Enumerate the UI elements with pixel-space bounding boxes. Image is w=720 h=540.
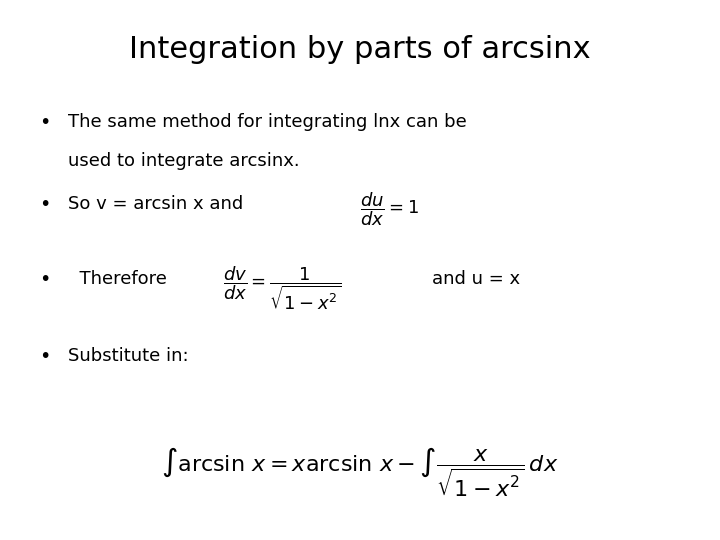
Text: •: • — [40, 195, 51, 214]
Text: •: • — [40, 113, 51, 132]
Text: used to integrate arcsinx.: used to integrate arcsinx. — [68, 152, 300, 170]
Text: •: • — [40, 347, 51, 366]
Text: The same method for integrating lnx can be: The same method for integrating lnx can … — [68, 113, 467, 131]
Text: Therefore: Therefore — [68, 270, 167, 288]
Text: $\dfrac{du}{dx} = 1$: $\dfrac{du}{dx} = 1$ — [360, 190, 419, 228]
Text: Substitute in:: Substitute in: — [68, 347, 189, 364]
Text: So v = arcsin x and: So v = arcsin x and — [68, 195, 249, 213]
Text: $\dfrac{dv}{dx} = \dfrac{1}{\sqrt{1-x^2}}$: $\dfrac{dv}{dx} = \dfrac{1}{\sqrt{1-x^2}… — [223, 265, 342, 313]
Text: Integration by parts of arcsinx: Integration by parts of arcsinx — [129, 35, 591, 64]
Text: and u = x: and u = x — [432, 270, 520, 288]
Text: •: • — [40, 270, 51, 289]
Text: $\int \arcsin\, x = x \arcsin\, x - \int \dfrac{x}{\sqrt{1-x^2}}\,dx$: $\int \arcsin\, x = x \arcsin\, x - \int… — [161, 446, 559, 498]
